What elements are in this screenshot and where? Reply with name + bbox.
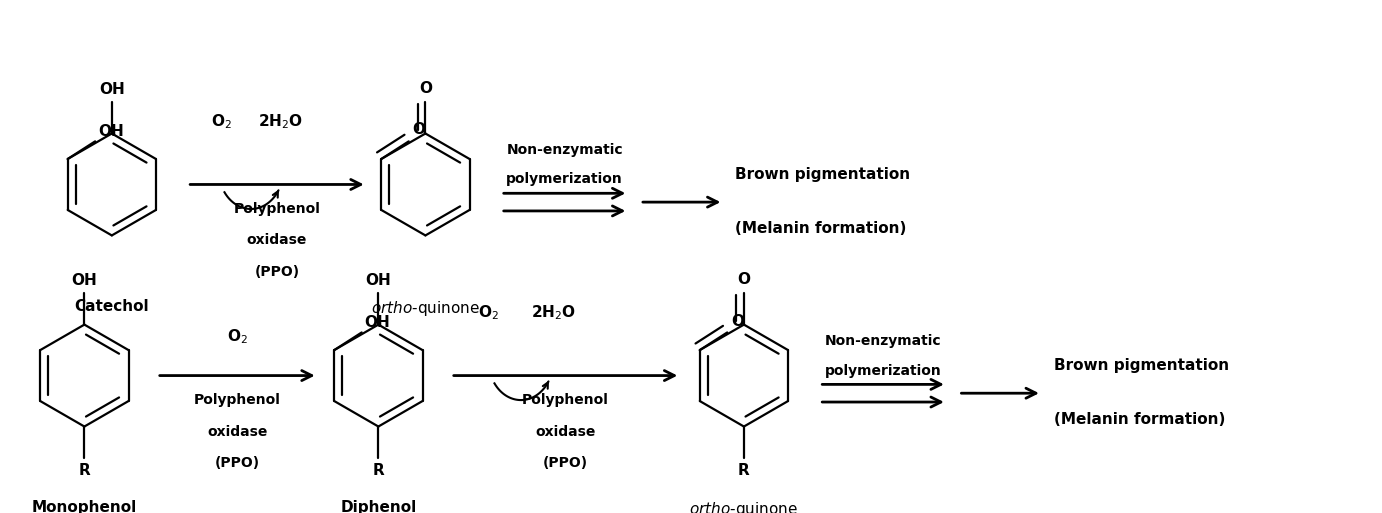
Text: $\it{ortho}$-quinone: $\it{ortho}$-quinone [690,500,799,513]
Text: Polyphenol: Polyphenol [193,393,281,407]
Text: Brown pigmentation: Brown pigmentation [735,167,911,182]
Text: polymerization: polymerization [825,364,941,378]
Text: (PPO): (PPO) [214,456,260,470]
Text: (Melanin formation): (Melanin formation) [735,221,907,236]
Text: 2H$_2$O: 2H$_2$O [531,303,576,322]
Text: OH: OH [98,124,124,140]
Text: O$_2$: O$_2$ [478,303,499,322]
Text: OH: OH [72,273,97,288]
Text: R: R [373,463,384,478]
Text: O: O [419,81,433,96]
Text: R: R [738,463,750,478]
Text: OH: OH [100,82,124,97]
Text: R: R [79,463,90,478]
Text: (PPO): (PPO) [543,456,589,470]
Text: O: O [738,272,750,287]
Text: Polyphenol: Polyphenol [522,393,609,407]
Text: Brown pigmentation: Brown pigmentation [1053,358,1229,373]
Text: $\it{ortho}$-quinone: $\it{ortho}$-quinone [370,299,480,318]
Text: oxidase: oxidase [535,425,596,439]
Text: 2H$_2$O: 2H$_2$O [258,112,303,131]
Text: Catechol: Catechol [75,299,149,314]
Text: Polyphenol: Polyphenol [234,202,321,216]
Text: Monophenol: Monophenol [32,500,137,513]
Text: (PPO): (PPO) [254,265,300,279]
Text: Diphenol: Diphenol [340,500,416,513]
Text: Non-enzymatic: Non-enzymatic [825,334,941,348]
Text: O: O [413,123,426,137]
Text: O$_2$: O$_2$ [211,112,232,131]
Text: polymerization: polymerization [506,172,623,186]
Text: oxidase: oxidase [207,425,268,439]
Text: O: O [731,313,744,328]
Text: OH: OH [365,273,391,288]
Text: OH: OH [365,315,390,330]
Text: O$_2$: O$_2$ [227,327,247,346]
Text: oxidase: oxidase [247,233,307,247]
Text: Non-enzymatic: Non-enzymatic [506,143,623,157]
Text: (Melanin formation): (Melanin formation) [1053,412,1224,427]
